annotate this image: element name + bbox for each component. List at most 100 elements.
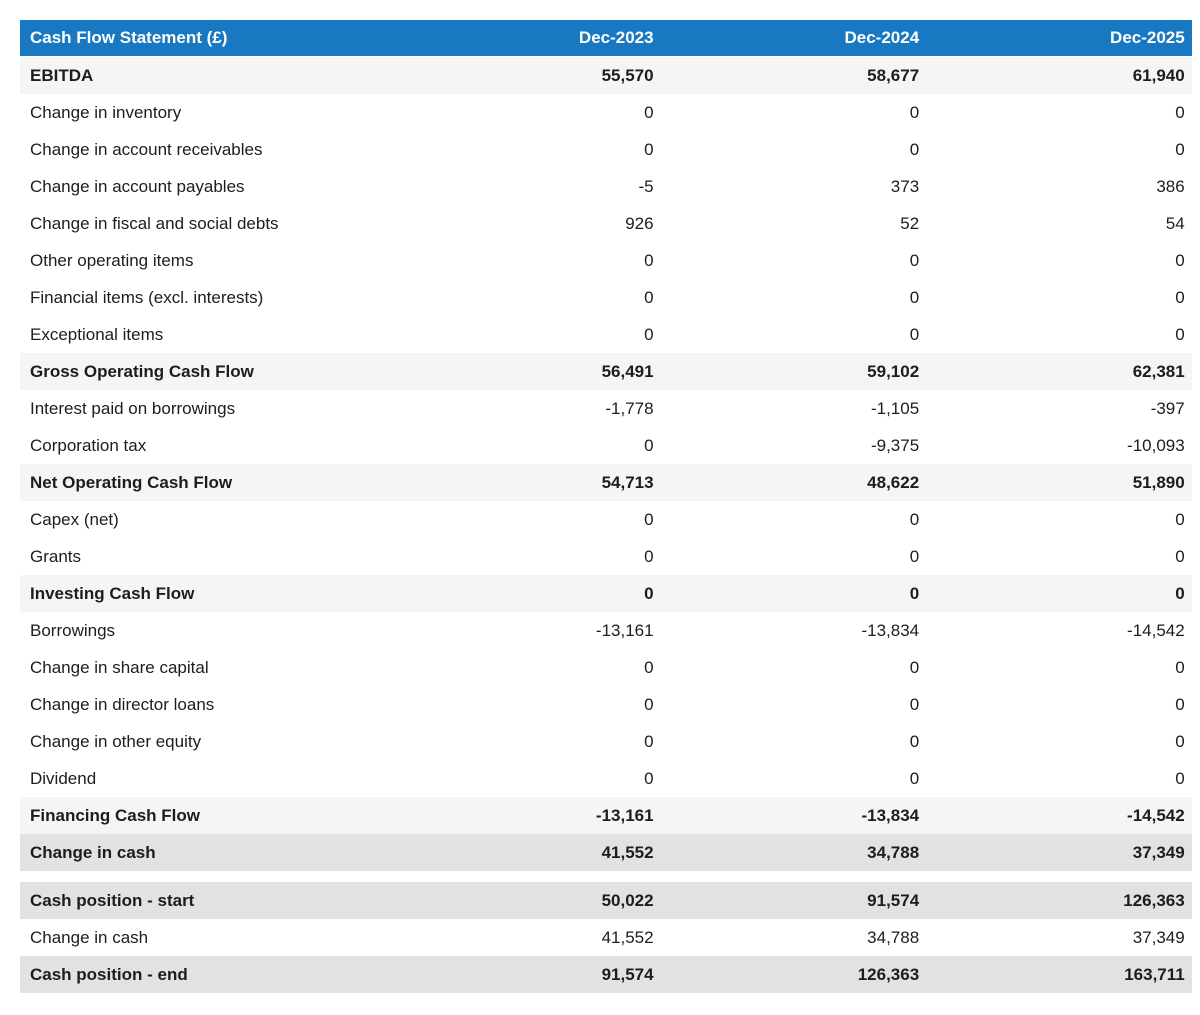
row-value-dec-2023: -13,161 xyxy=(595,620,654,640)
row-label: Grants xyxy=(30,546,82,566)
row-label: Net Operating Cash Flow xyxy=(30,472,233,492)
table-row: Cash position - start 50,022 91,574 126,… xyxy=(20,882,1192,919)
row-value-dec-2024: 0 xyxy=(909,546,920,566)
row-label: Change in share capital xyxy=(30,657,209,677)
row-value-dec-2025: 126,363 xyxy=(1123,890,1185,910)
table-row: Dividend 0 0 0 xyxy=(20,760,1192,797)
row-label: Exceptional items xyxy=(30,324,164,344)
table-row: Gross Operating Cash Flow 56,491 59,102 … xyxy=(20,353,1192,390)
row-value-dec-2024: 0 xyxy=(909,102,920,122)
row-value-dec-2024: 0 xyxy=(909,250,920,270)
row-value-dec-2023: 0 xyxy=(644,768,654,788)
table-row: Cash position - end 91,574 126,363 163,7… xyxy=(20,956,1192,993)
row-label: Change in cash xyxy=(30,927,149,947)
row-value-dec-2025: 37,349 xyxy=(1132,927,1185,947)
row-label: EBITDA xyxy=(30,65,94,85)
row-label: Capex (net) xyxy=(30,509,119,529)
row-value-dec-2025: 37,349 xyxy=(1132,842,1185,862)
row-value-dec-2024: 373 xyxy=(890,176,920,196)
table-row: Financial items (excl. interests) 0 0 0 xyxy=(20,279,1192,316)
table-row: Other operating items 0 0 0 xyxy=(20,242,1192,279)
row-value-dec-2024: 48,622 xyxy=(867,472,920,492)
row-value-dec-2025: -14,542 xyxy=(1127,620,1185,640)
column-header-dec-2023: Dec-2023 xyxy=(578,28,654,47)
row-value-dec-2025: 0 xyxy=(1175,583,1185,603)
row-value-dec-2023: 0 xyxy=(644,102,654,122)
row-label: Change in account receivables xyxy=(30,139,263,159)
row-value-dec-2023: -13,161 xyxy=(595,805,654,825)
table-row: Financing Cash Flow -13,161 -13,834 -14,… xyxy=(20,797,1192,834)
row-value-dec-2023: 41,552 xyxy=(601,927,654,947)
row-value-dec-2024: 0 xyxy=(909,694,920,714)
row-value-dec-2023: 0 xyxy=(644,509,654,529)
row-value-dec-2024: 34,788 xyxy=(867,842,920,862)
row-label: Financial items (excl. interests) xyxy=(30,287,264,307)
table-row: EBITDA 55,570 58,677 61,940 xyxy=(20,57,1192,94)
row-value-dec-2025: 163,711 xyxy=(1124,964,1185,984)
row-value-dec-2024: 0 xyxy=(909,731,920,751)
row-value-dec-2024: 126,363 xyxy=(857,964,920,984)
row-value-dec-2023: 0 xyxy=(644,139,654,159)
row-value-dec-2024: 0 xyxy=(909,287,920,307)
row-value-dec-2025: 0 xyxy=(1175,694,1185,714)
row-value-dec-2025: -397 xyxy=(1150,398,1185,418)
table-row: Capex (net) 0 0 0 xyxy=(20,501,1192,538)
row-value-dec-2023: 55,570 xyxy=(601,65,654,85)
row-value-dec-2025: 61,940 xyxy=(1132,65,1185,85)
cash-flow-statement-table: Cash Flow Statement (£) Dec-2023 Dec-202… xyxy=(20,20,1192,993)
row-label: Gross Operating Cash Flow xyxy=(30,361,254,381)
row-label: Investing Cash Flow xyxy=(30,583,195,603)
table-row: Change in share capital 0 0 0 xyxy=(20,649,1192,686)
row-label: Other operating items xyxy=(30,250,194,270)
row-value-dec-2024: -13,834 xyxy=(861,805,920,825)
table-row: Change in other equity 0 0 0 xyxy=(20,723,1192,760)
table-row: Investing Cash Flow 0 0 0 xyxy=(20,575,1192,612)
row-value-dec-2024: 59,102 xyxy=(867,361,920,381)
row-value-dec-2024: 0 xyxy=(909,583,920,603)
row-value-dec-2025: -14,542 xyxy=(1127,805,1185,825)
row-label: Cash position - start xyxy=(30,890,195,910)
row-value-dec-2024: 58,677 xyxy=(867,65,920,85)
row-value-dec-2023: 0 xyxy=(644,694,654,714)
row-value-dec-2025: 0 xyxy=(1175,768,1185,788)
row-label: Change in inventory xyxy=(30,102,182,122)
row-value-dec-2023: 41,552 xyxy=(601,842,654,862)
row-value-dec-2024: -9,375 xyxy=(870,435,920,455)
table-row: Net Operating Cash Flow 54,713 48,622 51… xyxy=(20,464,1192,501)
row-value-dec-2023: 0 xyxy=(644,583,654,603)
row-value-dec-2025: 386 xyxy=(1156,176,1185,196)
table-title: Cash Flow Statement (£) xyxy=(30,28,228,47)
row-label: Borrowings xyxy=(30,620,116,640)
table-rows: EBITDA 55,570 58,677 61,940 Change in in… xyxy=(20,57,1192,993)
table-header-row: Cash Flow Statement (£) Dec-2023 Dec-202… xyxy=(20,20,1192,56)
row-value-dec-2024: 34,788 xyxy=(867,927,920,947)
row-value-dec-2025: 0 xyxy=(1175,139,1185,159)
row-value-dec-2025: 62,381 xyxy=(1132,361,1185,381)
table-row: Borrowings -13,161 -13,834 -14,542 xyxy=(20,612,1192,649)
row-value-dec-2025: 0 xyxy=(1175,657,1185,677)
row-label: Change in cash xyxy=(30,842,156,862)
row-value-dec-2024: 0 xyxy=(909,324,920,344)
row-value-dec-2023: -1,778 xyxy=(605,398,654,418)
row-value-dec-2023: 54,713 xyxy=(601,472,654,492)
row-value-dec-2025: 0 xyxy=(1175,287,1185,307)
row-value-dec-2025: 0 xyxy=(1175,324,1185,344)
row-value-dec-2025: 0 xyxy=(1175,509,1185,529)
section-spacer xyxy=(20,871,1192,882)
table-row: Exceptional items 0 0 0 xyxy=(20,316,1192,353)
row-value-dec-2023: 0 xyxy=(644,657,654,677)
table-row: Corporation tax 0 -9,375 -10,093 xyxy=(20,427,1192,464)
row-value-dec-2023: 0 xyxy=(644,324,654,344)
row-label: Change in director loans xyxy=(30,694,215,714)
row-value-dec-2024: 0 xyxy=(909,657,920,677)
row-value-dec-2024: -1,105 xyxy=(870,398,920,418)
row-value-dec-2025: 0 xyxy=(1175,250,1185,270)
row-value-dec-2024: 0 xyxy=(909,509,920,529)
row-value-dec-2023: 926 xyxy=(625,213,654,233)
row-label: Corporation tax xyxy=(30,435,147,455)
row-value-dec-2025: 0 xyxy=(1175,731,1185,751)
table-row: Interest paid on borrowings -1,778 -1,10… xyxy=(20,390,1192,427)
row-value-dec-2023: 0 xyxy=(644,546,654,566)
column-header-dec-2024: Dec-2024 xyxy=(844,28,920,47)
